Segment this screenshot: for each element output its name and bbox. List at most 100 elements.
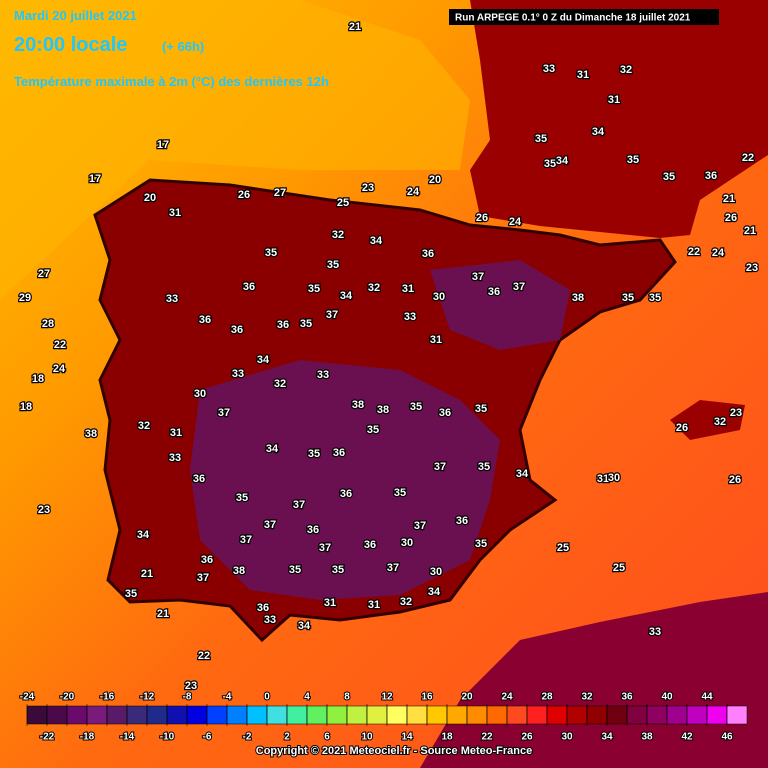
legend-swatch <box>106 705 128 725</box>
temperature-label: 36 <box>333 447 345 459</box>
temperature-label: 36 <box>257 602 269 614</box>
temperature-label: 30 <box>430 566 442 578</box>
legend-swatch <box>526 705 548 725</box>
temperature-label: 37 <box>513 281 525 293</box>
temperature-label: 26 <box>729 474 741 486</box>
temperature-label: 33 <box>166 293 178 305</box>
temperature-label: 35 <box>236 492 248 504</box>
temperature-label: 26 <box>476 212 488 224</box>
temperature-label: 37 <box>218 407 230 419</box>
temperature-label: 34 <box>266 443 279 455</box>
legend-tick-label: 36 <box>621 692 633 703</box>
temperature-label: 34 <box>516 468 529 480</box>
temperature-label: 37 <box>472 271 484 283</box>
legend-swatch <box>346 705 368 725</box>
temperature-label: 30 <box>401 537 413 549</box>
legend-swatch <box>646 705 668 725</box>
legend-tick-label: -8 <box>183 692 192 703</box>
temperature-label: 27 <box>38 268 50 280</box>
legend-swatch <box>306 705 328 725</box>
temperature-label: 36 <box>199 314 211 326</box>
temperature-label: 18 <box>32 373 44 385</box>
temperature-label: 37 <box>414 520 426 532</box>
temperature-label: 31 <box>402 283 414 295</box>
temperature-label: 21 <box>157 608 169 620</box>
temperature-label: 26 <box>238 189 250 201</box>
temperature-label: 23 <box>38 504 50 516</box>
temperature-label: 18 <box>20 401 32 413</box>
temperature-label: 35 <box>308 283 320 295</box>
temperature-label: 26 <box>676 422 688 434</box>
temperature-label: 35 <box>289 564 301 576</box>
temperature-label: 36 <box>456 515 468 527</box>
legend-tick-label: -10 <box>160 732 175 743</box>
temperature-label: 33 <box>232 368 244 380</box>
temperature-label: 22 <box>54 339 66 351</box>
temperature-label: 21 <box>723 193 735 205</box>
hot-zone <box>190 360 500 600</box>
temperature-label: 32 <box>620 64 632 76</box>
temperature-label: 32 <box>274 378 286 390</box>
legend-swatch <box>206 705 228 725</box>
legend-swatch <box>266 705 288 725</box>
legend-tick-label: 8 <box>344 692 350 703</box>
legend-swatch <box>186 705 208 725</box>
legend-swatch <box>286 705 308 725</box>
temperature-label: 38 <box>85 428 97 440</box>
run-info: Run ARPEGE 0.1° 0 Z du Dimanche 18 juill… <box>455 13 691 24</box>
temperature-label: 34 <box>428 586 441 598</box>
temperature-label: 34 <box>592 126 605 138</box>
temperature-label: 32 <box>138 420 150 432</box>
temperature-label: 31 <box>169 207 181 219</box>
temperature-label: 36 <box>439 407 451 419</box>
warm-sea <box>0 0 470 300</box>
temperature-label: 35 <box>410 401 422 413</box>
temperature-label: 17 <box>157 139 169 151</box>
legend-tick-label: -20 <box>60 692 75 703</box>
temperature-label: 30 <box>194 388 206 400</box>
temperature-label: 38 <box>377 404 389 416</box>
temperature-label: 35 <box>308 448 320 460</box>
temperature-label: 31 <box>368 599 380 611</box>
temperature-label: 35 <box>627 154 639 166</box>
legend-swatch <box>226 705 248 725</box>
temperature-label: 35 <box>394 487 406 499</box>
legend-tick-label: 28 <box>541 692 553 703</box>
temperature-label: 33 <box>169 452 181 464</box>
legend-tick-label: -2 <box>243 732 252 743</box>
temperature-label: 17 <box>89 173 101 185</box>
legend-tick-label: -12 <box>140 692 155 703</box>
subtitle: Température maximale à 2m (°C) des derni… <box>14 74 329 89</box>
legend-swatch <box>86 705 108 725</box>
temperature-label: 36 <box>307 524 319 536</box>
temperature-label: 31 <box>430 334 442 346</box>
temperature-label: 36 <box>705 170 717 182</box>
legend-swatch <box>686 705 708 725</box>
legend-swatch <box>666 705 688 725</box>
temperature-label: 36 <box>243 281 255 293</box>
temperature-label: 29 <box>19 292 31 304</box>
legend-swatch <box>706 705 728 725</box>
legend-swatch <box>406 705 428 725</box>
temperature-label: 33 <box>317 369 329 381</box>
legend-tick-label: 16 <box>421 692 433 703</box>
legend-swatch <box>426 705 448 725</box>
legend-swatch <box>566 705 588 725</box>
temperature-label: 38 <box>352 399 364 411</box>
legend-tick-label: 6 <box>324 732 330 743</box>
legend-swatch <box>246 705 268 725</box>
legend-swatch <box>466 705 488 725</box>
temperature-label: 23 <box>362 182 374 194</box>
legend-tick-label: 12 <box>381 692 393 703</box>
temperature-label: 35 <box>544 158 556 170</box>
legend-tick-label: 46 <box>721 732 733 743</box>
temperature-label: 22 <box>742 152 754 164</box>
legend-swatch <box>446 705 468 725</box>
temperature-label: 37 <box>434 461 446 473</box>
legend-tick-label: 38 <box>641 732 653 743</box>
legend-tick-label: 2 <box>284 732 290 743</box>
temperature-label: 35 <box>622 292 634 304</box>
temperature-label: 35 <box>663 171 675 183</box>
hot-zone <box>430 260 570 350</box>
legend-tick-label: -6 <box>203 732 212 743</box>
